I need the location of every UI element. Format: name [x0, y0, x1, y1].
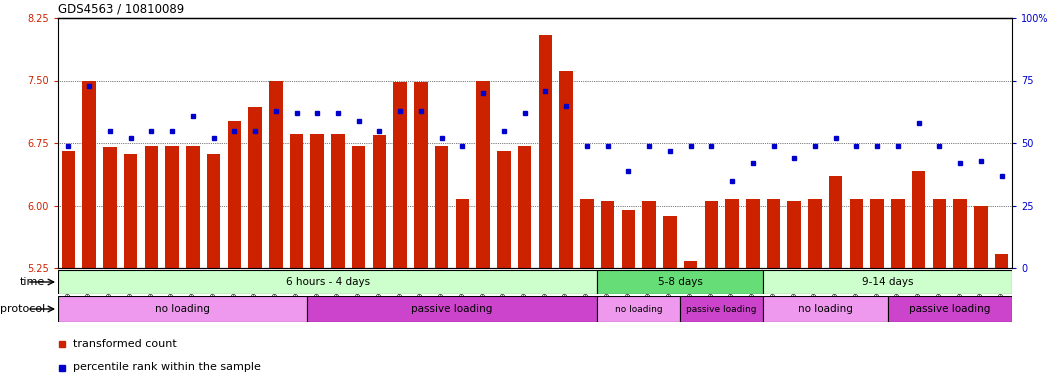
Bar [497, 151, 511, 268]
Text: percentile rank within the sample: percentile rank within the sample [72, 362, 261, 372]
Text: no loading: no loading [798, 304, 853, 314]
Bar [331, 134, 344, 268]
Bar [307, 296, 597, 322]
Bar [681, 296, 763, 322]
Bar [518, 146, 532, 268]
Bar [829, 176, 843, 268]
Bar [435, 146, 448, 268]
Bar [373, 135, 386, 268]
Bar [808, 199, 822, 268]
Bar [763, 296, 888, 322]
Text: 9-14 days: 9-14 days [862, 277, 913, 287]
Bar [58, 296, 307, 322]
Bar [974, 205, 987, 268]
Bar [912, 170, 926, 268]
Bar [124, 154, 137, 268]
Bar [476, 81, 490, 268]
Bar [684, 260, 697, 268]
Bar [763, 270, 1012, 294]
Bar [227, 121, 241, 268]
Text: no loading: no loading [155, 304, 209, 314]
Bar [62, 151, 75, 268]
Bar [995, 254, 1008, 268]
Bar [394, 82, 407, 268]
Bar [311, 134, 324, 268]
Text: GDS4563 / 10810089: GDS4563 / 10810089 [58, 3, 184, 16]
Bar [580, 199, 594, 268]
Text: no loading: no loading [615, 305, 663, 313]
Text: 5-8 days: 5-8 days [658, 277, 703, 287]
Bar [642, 201, 655, 268]
Bar [290, 134, 304, 268]
Bar [58, 270, 597, 294]
Bar [870, 199, 884, 268]
Bar [538, 35, 552, 268]
Text: passive loading: passive loading [909, 304, 990, 314]
Bar [597, 270, 763, 294]
Bar [601, 201, 615, 268]
Bar [954, 199, 966, 268]
Bar [726, 199, 739, 268]
Bar [597, 296, 681, 322]
Bar [766, 199, 780, 268]
Bar [455, 199, 469, 268]
Bar [248, 107, 262, 268]
Bar [747, 199, 759, 268]
Bar [705, 201, 718, 268]
Bar [891, 199, 905, 268]
Text: passive loading: passive loading [411, 304, 493, 314]
Bar [787, 201, 801, 268]
Bar [559, 71, 573, 268]
Text: passive loading: passive loading [687, 305, 757, 313]
Text: 6 hours - 4 days: 6 hours - 4 days [286, 277, 370, 287]
Bar [186, 146, 200, 268]
Bar [83, 81, 96, 268]
Bar [415, 82, 427, 268]
Bar [850, 199, 863, 268]
Bar [269, 81, 283, 268]
Bar [622, 210, 636, 268]
Text: time: time [20, 277, 45, 287]
Bar [352, 146, 365, 268]
Bar [888, 296, 1012, 322]
Bar [165, 146, 179, 268]
Bar [207, 154, 220, 268]
Text: protocol: protocol [0, 304, 45, 314]
Text: transformed count: transformed count [72, 339, 176, 349]
Bar [933, 199, 946, 268]
Bar [663, 215, 676, 268]
Bar [103, 147, 116, 268]
Bar [144, 146, 158, 268]
